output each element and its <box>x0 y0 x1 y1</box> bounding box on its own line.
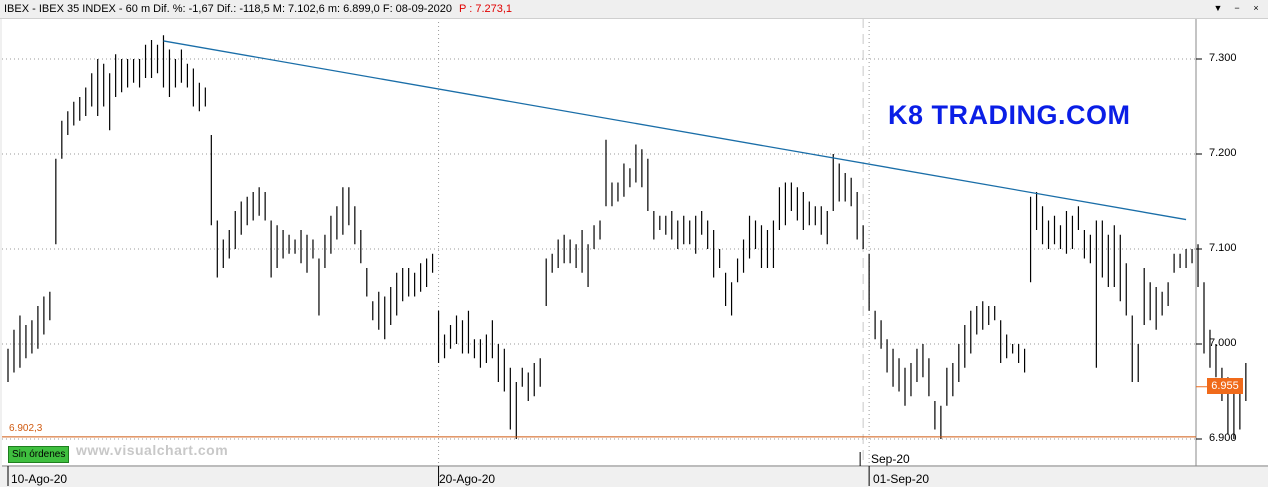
y-tick-label: 7.200 <box>1209 147 1237 159</box>
trend-line <box>163 40 1187 221</box>
x-tick-label: 10-Ago-20 <box>11 472 68 486</box>
brand-watermark: K8 TRADING.COM <box>888 100 1131 130</box>
orders-button[interactable]: Sin órdenes <box>8 446 70 463</box>
drawn-lines <box>2 40 1207 438</box>
dropdown-icon[interactable]: ▼ <box>1213 3 1223 13</box>
y-tick-label: 7.100 <box>1209 242 1237 254</box>
month-marker-label: Sep-20 <box>871 452 910 466</box>
x-tick-label: 20-Ago-20 <box>439 472 496 486</box>
close-icon[interactable]: × <box>1253 3 1259 13</box>
plot-area <box>2 18 1196 465</box>
instrument-info: IBEX - IBEX 35 INDEX - 60 m Dif. %: -1,6… <box>4 3 452 15</box>
y-tick-label: 6.900 <box>1209 432 1237 444</box>
window-controls: ▼ − × <box>1210 2 1264 15</box>
y-tick-label: 7.300 <box>1209 52 1237 64</box>
minimize-icon[interactable]: − <box>1234 3 1240 13</box>
y-tick-label: 7.000 <box>1209 337 1237 349</box>
site-watermark: www.visualchart.com <box>76 442 229 458</box>
last-price-info: P : 7.273,1 <box>459 3 513 15</box>
chart-header: IBEX - IBEX 35 INDEX - 60 m Dif. %: -1,6… <box>0 0 1268 19</box>
support-level-label: 6.902,3 <box>9 423 43 434</box>
last-price-tag: 6.955 <box>1207 378 1243 394</box>
x-tick-label: 01-Sep-20 <box>873 472 930 486</box>
